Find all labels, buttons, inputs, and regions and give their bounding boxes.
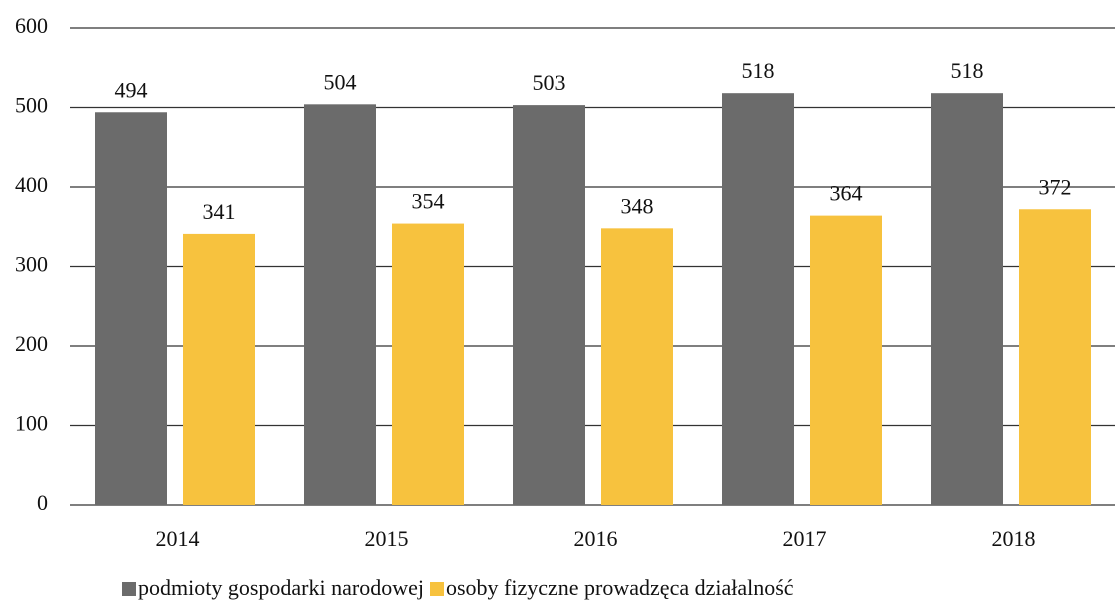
bar: [601, 228, 673, 505]
bar: [722, 93, 794, 505]
x-tick-label: 2015: [365, 526, 409, 551]
value-label: 518: [742, 58, 775, 83]
y-tick-label: 300: [15, 252, 48, 277]
value-label: 348: [621, 193, 654, 218]
value-label: 364: [830, 181, 863, 206]
x-tick-label: 2016: [574, 526, 618, 551]
value-label: 503: [533, 70, 566, 95]
value-label: 504: [324, 69, 357, 94]
legend-label: osoby fizyczne prowadzęca działalność: [446, 575, 794, 600]
bar: [392, 223, 464, 505]
y-tick-label: 100: [15, 411, 48, 436]
x-tick-label: 2018: [992, 526, 1036, 551]
bar: [931, 93, 1003, 505]
legend-swatch: [122, 582, 136, 596]
value-label: 372: [1039, 174, 1072, 199]
value-label: 341: [203, 199, 236, 224]
bar: [304, 104, 376, 505]
legend-swatch: [430, 582, 444, 596]
y-tick-label: 0: [37, 490, 48, 515]
bar: [183, 233, 255, 505]
value-label: 518: [951, 58, 984, 83]
value-label: 494: [115, 77, 148, 102]
bar: [1019, 209, 1091, 505]
y-tick-label: 500: [15, 93, 48, 118]
bar: [810, 215, 882, 505]
y-tick-label: 400: [15, 172, 48, 197]
y-tick-label: 600: [15, 13, 48, 38]
x-tick-label: 2017: [783, 526, 827, 551]
x-tick-label: 2014: [156, 526, 200, 551]
bar: [513, 105, 585, 506]
y-tick-label: 200: [15, 331, 48, 356]
bar: [95, 112, 167, 506]
value-label: 354: [412, 189, 445, 214]
legend-label: podmioty gospodarki narodowej: [138, 575, 424, 600]
